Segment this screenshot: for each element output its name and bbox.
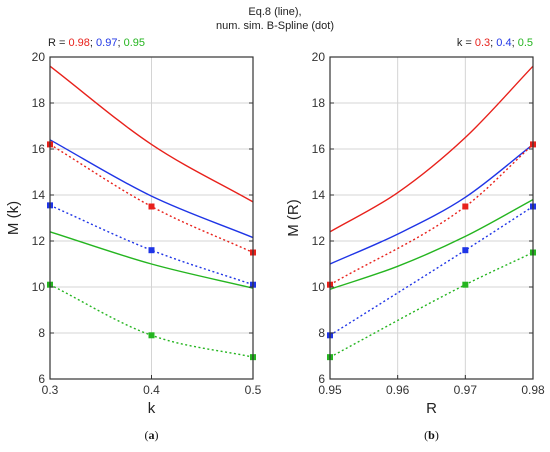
panel-a-x-axis-label: k [148, 400, 156, 417]
panel-b-eq8-line-0 [329, 65, 534, 233]
panel-a-legend-entry-2: 0.97 [96, 37, 117, 49]
panel-b-ytick-label-16: 16 [312, 142, 326, 156]
panel-a-ytick-label-18: 18 [32, 96, 46, 110]
panel-b-ytick-label-18: 18 [312, 96, 326, 110]
panel-a-legend-entry-0: 0.98 [68, 37, 89, 49]
panel-b-label: (b) [424, 428, 439, 442]
panel-b-ytick-label-8: 8 [318, 326, 325, 340]
panel-b-ytick-label-14: 14 [312, 188, 326, 202]
panel-b-chart: 6 8 10 12 14 16 18 20 0.95 0.96 0.97 0.98 R M (R) k = … [285, 37, 545, 442]
header-line-1: Eq.8 (line), [248, 6, 301, 18]
panel-b-xtick-label-0.96: 0.96 [386, 383, 410, 397]
panel-b-frame [329, 56, 534, 380]
panel-b-xtick-label-0.98: 0.98 [521, 383, 545, 397]
panel-b-label-part-0: ( [424, 428, 428, 442]
panel-b-label-part-1: b [428, 428, 435, 442]
panel-a-sim-point-1-1 [148, 247, 155, 254]
panel-a-eq8-line-1 [49, 139, 254, 239]
panel-b-sim-dotted-line-2 [329, 251, 534, 358]
panel-b-eq8-line-1 [329, 143, 534, 265]
panel-b-legend-entry-0: 0.3 [475, 37, 490, 49]
panel-a-sim-point-0-1 [148, 203, 155, 210]
panel-a-legend-entry-4: 0.95 [124, 37, 145, 49]
panel-b-legend-entry-3: ; [512, 37, 518, 49]
panel-a-label: (a) [145, 428, 159, 442]
panel-b-ytick-label-6: 6 [318, 372, 325, 386]
panel-b-sim-point-2-1 [462, 281, 469, 288]
panel-a-ytick-label-14: 14 [32, 188, 46, 202]
panel-b-label-part-2: ) [435, 428, 439, 442]
panel-a-legend-entry-3: ; [117, 37, 123, 49]
panel-a-sim-point-2-1 [148, 332, 155, 339]
panel-b-ytick-label-20: 20 [312, 50, 326, 64]
panel-b-legend-entry-2: 0.4 [496, 37, 511, 49]
panel-a-label-part-2: ) [155, 428, 159, 442]
panel-b-x-axis-label: R [426, 400, 437, 417]
panel-a-xtick-label-0.5: 0.5 [245, 383, 262, 397]
panel-a-ytick-label-10: 10 [32, 280, 46, 294]
panel-b-sim-dotted-line-0 [329, 143, 534, 286]
panel-a-chart: 6 8 10 12 14 16 18 20 0.3 0.4 0.5 k M (k) R = 0.98; 0… [5, 37, 262, 442]
panel-b-legend: k = 0.3; 0.4; 0.5 [457, 37, 533, 49]
panel-b-legend-entry-4: 0.5 [518, 37, 533, 49]
panel-b-sim-point-0-1 [462, 203, 469, 210]
panel-b-ytick-label-10: 10 [312, 280, 326, 294]
panel-a-legend: R = 0.98; 0.97; 0.95 [48, 37, 145, 49]
panel-b-sim-dotted-line-1 [329, 205, 534, 336]
panel-b-xtick-label-0.97: 0.97 [454, 383, 478, 397]
panel-b-legend-entry-1: ; [490, 37, 496, 49]
panel-b-legend-prefix: k = [457, 37, 475, 49]
panel-b-eq8-line-2 [329, 198, 534, 290]
panel-a-label-part-1: a [149, 428, 155, 442]
header-line-2: num. sim. B-Spline (dot) [216, 20, 334, 32]
panel-a-legend-entry-1: ; [90, 37, 96, 49]
panel-a-y-axis-label: M (k) [5, 201, 22, 235]
panel-a-eq8-line-2 [49, 231, 254, 289]
panel-b-sim-point-1-1 [462, 247, 469, 254]
panel-a-ytick-label-20: 20 [32, 50, 46, 64]
panel-a-sim-dotted-line-0 [49, 143, 254, 254]
panel-a-ytick-label-6: 6 [38, 372, 45, 386]
panel-a-eq8-line-0 [49, 65, 254, 203]
panel-b-xtick-label-0.95: 0.95 [318, 383, 342, 397]
panel-a-sim-dotted-line-1 [49, 204, 254, 286]
panel-a-ytick-label-8: 8 [38, 326, 45, 340]
panel-a-xtick-label-0.4: 0.4 [143, 383, 160, 397]
panel-a-label-part-0: ( [145, 428, 149, 442]
panel-a-xtick-label-0.3: 0.3 [42, 383, 59, 397]
panel-a-ytick-label-16: 16 [32, 142, 46, 156]
panel-a-ytick-label-12: 12 [32, 234, 46, 248]
panel-b-ytick-label-12: 12 [312, 234, 326, 248]
panel-a-legend-prefix: R = [48, 37, 68, 49]
panel-b-y-axis-label: M (R) [285, 199, 302, 237]
